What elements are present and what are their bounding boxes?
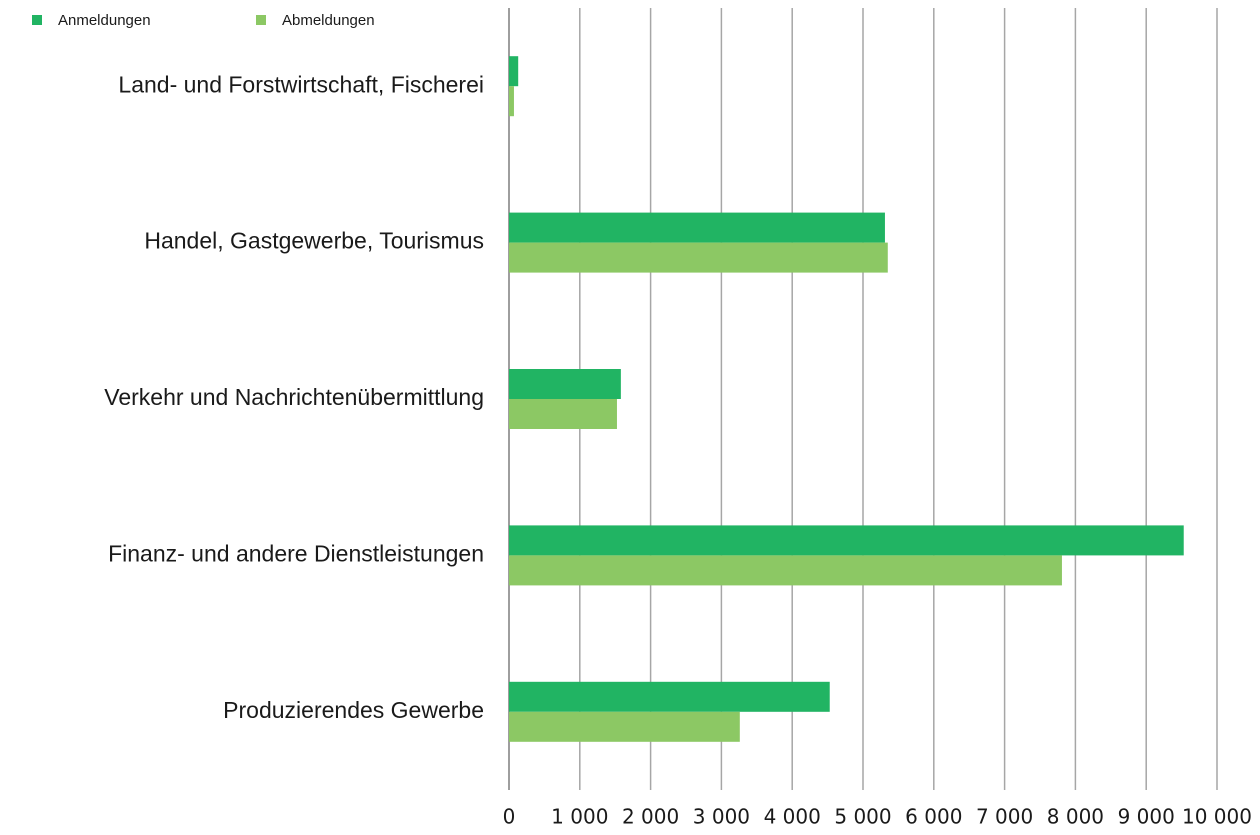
legend-swatch (32, 15, 42, 25)
category-label: Verkehr und Nachrichtenübermittlung (104, 384, 484, 410)
x-tick-label: 7 000 (976, 805, 1033, 829)
bar (509, 681, 830, 712)
bar (509, 525, 1184, 556)
category-label: Finanz- und andere Dienstleistungen (108, 540, 484, 566)
legend-label: Anmeldungen (58, 12, 151, 29)
bar (509, 242, 888, 273)
x-tick-label: 2 000 (622, 805, 679, 829)
bar (509, 369, 621, 399)
x-tick-label: 0 (503, 805, 516, 829)
x-tick-label: 9 000 (1118, 805, 1175, 829)
x-tick-label: 10 000 (1182, 805, 1252, 829)
x-tick-label: 4 000 (764, 805, 821, 829)
x-tick-label: 8 000 (1047, 805, 1104, 829)
legend-label: Abmeldungen (282, 12, 375, 29)
bar (509, 399, 617, 429)
category-label: Land- und Forstwirtschaft, Fischerei (118, 71, 484, 97)
x-tick-label: 1 000 (551, 805, 608, 829)
bar (509, 86, 514, 117)
legend-swatch (256, 15, 266, 25)
bar (509, 555, 1062, 586)
bar (509, 711, 740, 742)
bar (509, 212, 885, 243)
bar (509, 56, 519, 87)
category-label: Produzierendes Gewerbe (223, 697, 484, 723)
category-label: Handel, Gastgewerbe, Tourismus (144, 228, 484, 254)
x-tick-label: 3 000 (693, 805, 750, 829)
x-tick-label: 6 000 (905, 805, 962, 829)
x-tick-label: 5 000 (834, 805, 891, 829)
